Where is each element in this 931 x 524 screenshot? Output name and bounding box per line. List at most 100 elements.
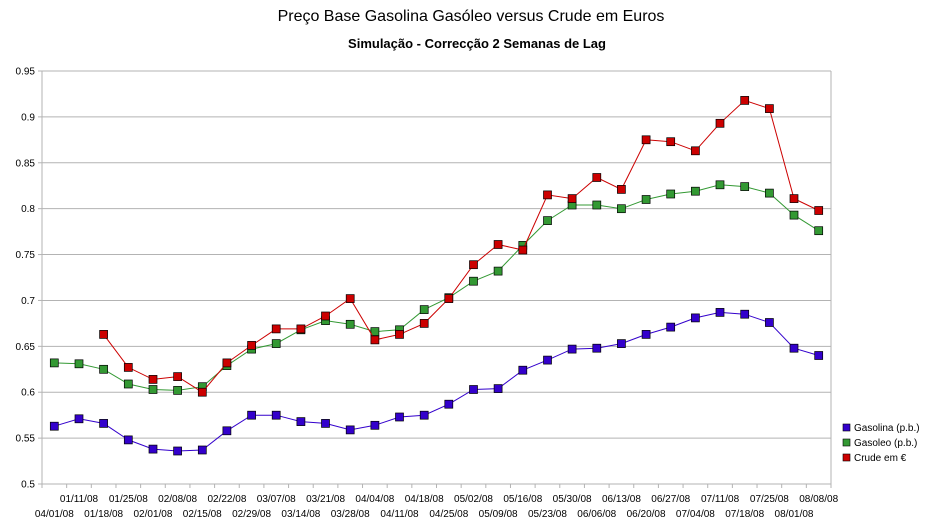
data-point <box>518 365 528 375</box>
data-point <box>419 305 429 314</box>
data-point <box>543 355 552 365</box>
data-point <box>271 410 281 420</box>
axes <box>38 70 832 488</box>
data-point <box>74 414 84 424</box>
data-point <box>296 417 306 426</box>
data-point <box>469 385 478 394</box>
data-point <box>765 188 774 198</box>
data-point <box>789 210 799 220</box>
data-point <box>49 358 59 368</box>
data-point <box>469 276 478 286</box>
data-point <box>493 240 503 249</box>
data-point <box>691 146 700 156</box>
series-line <box>54 311 819 452</box>
data-point <box>641 135 651 145</box>
x-tick-label: 04/25/08 <box>429 509 468 520</box>
y-tick-label: 0.7 <box>21 296 35 307</box>
data-point <box>222 426 232 436</box>
data-point <box>617 204 626 214</box>
data-point <box>469 260 478 270</box>
data-point <box>271 339 281 348</box>
y-tick-labels: 0.5 0.55 0.6 0.65 0.7 0.75 0.8 0.85 0.9 0.95 <box>16 67 36 491</box>
data-point <box>691 186 700 196</box>
data-point <box>666 137 676 147</box>
data-point <box>345 319 355 329</box>
data-point <box>666 322 676 332</box>
x-tick-label: 04/01/08 <box>35 509 74 520</box>
x-tick-label: 08/01/08 <box>775 509 814 520</box>
data-point <box>765 318 774 327</box>
data-point <box>99 330 108 339</box>
data-point <box>99 419 108 428</box>
y-tick-label: 0.5 <box>21 480 35 491</box>
x-tick-label: 07/11/08 <box>701 494 740 505</box>
legend-swatch <box>842 438 851 447</box>
y-tick-label: 0.75 <box>16 250 36 261</box>
x-tick-label: 06/06/08 <box>577 509 616 520</box>
data-point <box>370 420 380 430</box>
y-tick-label: 0.95 <box>16 67 36 78</box>
y-tick-label: 0.9 <box>21 112 35 123</box>
data-point <box>444 294 454 303</box>
data-point <box>197 387 207 397</box>
data-point <box>148 375 158 384</box>
x-tick-label: 03/21/08 <box>306 494 345 505</box>
x-tick-label: 02/01/08 <box>133 509 172 520</box>
x-tick-label: 02/22/08 <box>207 494 246 505</box>
data-point <box>395 330 404 339</box>
data-point <box>592 173 602 182</box>
x-tick-label: 07/04/08 <box>676 509 715 520</box>
chart-title: Preço Base Gasolina Gasóleo versus Crude… <box>278 8 665 25</box>
data-point <box>99 364 108 374</box>
data-point <box>666 189 676 199</box>
data-point <box>345 425 355 435</box>
x-tick-labels: 04/01/08 01/11/08 01/18/08 01/25/08 02/01/08… <box>35 494 839 520</box>
data-point <box>592 343 602 353</box>
data-point <box>715 118 725 128</box>
data-point <box>740 309 750 319</box>
data-point <box>419 410 429 420</box>
data-point <box>173 372 182 381</box>
x-tick-label: 05/23/08 <box>528 509 567 520</box>
data-point <box>419 319 429 328</box>
data-point <box>641 330 651 339</box>
x-tick-label: 06/13/08 <box>602 494 641 505</box>
y-tick-label: 0.65 <box>16 342 36 353</box>
data-point <box>765 104 774 113</box>
y-tick-label: 0.8 <box>21 204 35 215</box>
data-point <box>617 339 626 348</box>
x-tick-label: 03/14/08 <box>281 509 320 520</box>
y-tick-label: 0.55 <box>16 434 36 445</box>
data-point <box>789 194 799 203</box>
legend-swatch <box>842 423 851 432</box>
x-tick-label: 01/18/08 <box>84 509 123 520</box>
data-point <box>370 335 380 345</box>
series-1 <box>49 308 824 456</box>
data-point <box>814 226 824 236</box>
legend: Gasolina (p.b.) Gasoleo (p.b.) Crude em € <box>842 423 920 464</box>
x-tick-label: 01/11/08 <box>60 494 99 505</box>
x-tick-label: 08/08/08 <box>799 494 838 505</box>
x-tick-label: 04/11/08 <box>380 509 419 520</box>
y-tick-label: 0.6 <box>21 388 35 399</box>
data-point <box>271 324 281 334</box>
data-point <box>691 313 700 323</box>
data-point <box>740 96 750 105</box>
data-point <box>617 185 626 194</box>
data-point <box>123 379 133 389</box>
data-point <box>247 341 256 350</box>
x-tick-label: 03/28/08 <box>331 509 370 520</box>
y-tick-label: 0.85 <box>16 158 36 169</box>
x-tick-label: 02/15/08 <box>183 509 222 520</box>
gridlines <box>42 70 831 485</box>
series-line <box>54 184 819 391</box>
data-point <box>567 344 577 354</box>
x-tick-label: 04/04/08 <box>355 494 394 505</box>
legend-swatch <box>842 453 851 462</box>
data-point <box>321 419 330 428</box>
data-point <box>592 200 602 210</box>
x-tick-label: 07/18/08 <box>725 509 764 520</box>
data-point <box>247 410 256 420</box>
data-point <box>518 245 528 255</box>
